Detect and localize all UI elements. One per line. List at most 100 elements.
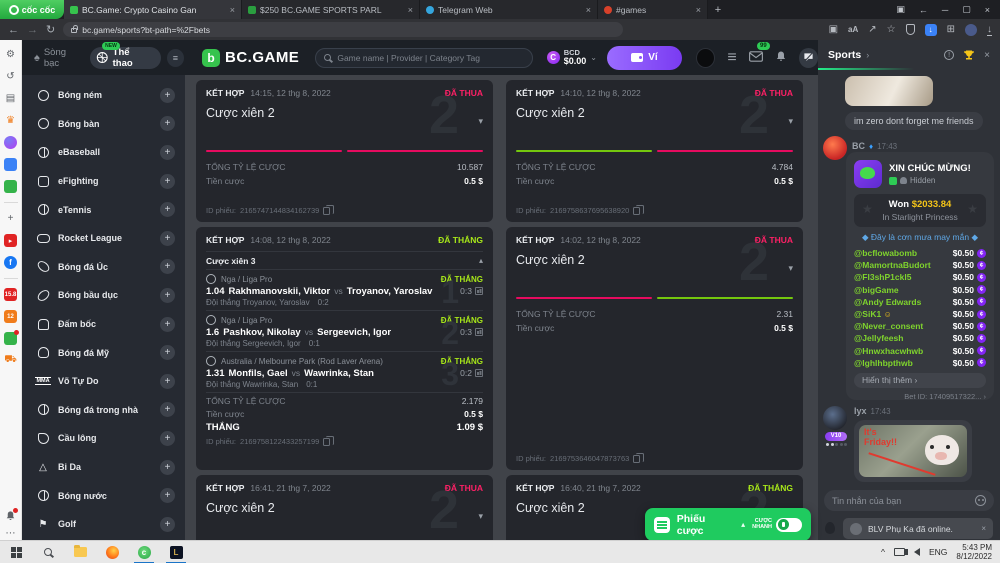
rain-feature-icon[interactable] xyxy=(825,522,835,534)
maximize-button[interactable]: ▢ xyxy=(962,4,971,14)
taskbar-search-icon[interactable] xyxy=(32,541,64,563)
expand-plus-icon[interactable]: + xyxy=(160,459,175,475)
close-chat-icon[interactable]: × xyxy=(984,49,990,61)
expand-plus-icon[interactable]: + xyxy=(160,144,175,160)
reload-icon[interactable]: ↻ xyxy=(46,24,56,36)
zalo-chat-icon[interactable] xyxy=(4,158,17,171)
search-input[interactable] xyxy=(337,52,524,63)
tray-expand-icon[interactable]: ^ xyxy=(880,547,885,557)
copy-icon[interactable] xyxy=(633,452,645,463)
expand-plus-icon[interactable]: + xyxy=(160,202,175,218)
crown-icon[interactable]: ♛ xyxy=(6,115,15,126)
url-field[interactable]: bc.game/sports?bt-path=%2Fbets xyxy=(63,22,624,37)
history-icon[interactable]: ↺ xyxy=(6,71,15,82)
expand-plus-icon[interactable]: + xyxy=(160,316,175,332)
quick-bet-toggle[interactable] xyxy=(776,517,802,532)
sidebar-item-aussie-rules[interactable]: Bóng đá Úc + xyxy=(22,253,185,282)
tab-bcgame[interactable]: BC.Game: Crypto Casino Gan × xyxy=(64,0,242,19)
sidebar-item-american-football[interactable]: Bóng đá Mỹ + xyxy=(22,338,185,367)
newsfeed-icon[interactable]: ▤ xyxy=(5,93,16,104)
trophy-icon[interactable] xyxy=(963,49,975,61)
expand-plus-icon[interactable]: + xyxy=(160,230,175,246)
sidebar-item-table-tennis[interactable]: Bóng bàn + xyxy=(22,110,185,139)
coccoc-logo[interactable]: cốc cốc xyxy=(0,0,64,19)
chat-room-title[interactable]: Sports xyxy=(828,49,862,61)
gamepad-icon[interactable] xyxy=(4,180,17,193)
copy-icon[interactable] xyxy=(633,204,645,215)
game-search[interactable] xyxy=(315,47,533,68)
close-window-button[interactable]: × xyxy=(984,4,990,15)
extensions-icon[interactable]: ⊞ xyxy=(946,24,955,35)
copy-icon[interactable] xyxy=(323,204,335,215)
notifications-bell-icon[interactable] xyxy=(4,508,18,522)
tab-close-icon[interactable]: × xyxy=(695,4,701,15)
minimize-button[interactable]: ─ xyxy=(941,4,949,15)
sidebar-item-handball[interactable]: Bóng ném + xyxy=(22,81,185,110)
cart-icon[interactable]: ⛟ xyxy=(4,354,17,365)
settings-gear-icon[interactable]: ⚙ xyxy=(6,49,15,60)
expand-caret-icon[interactable]: ▾ xyxy=(788,263,793,273)
downloads-tray-icon[interactable]: ↓ xyxy=(987,23,992,36)
avatar[interactable] xyxy=(823,406,847,430)
tab-close-icon[interactable]: × xyxy=(229,4,235,15)
clock[interactable]: 5:43 PM 8/12/2022 xyxy=(956,542,992,561)
stats-icon[interactable] xyxy=(475,328,483,336)
tab-telegram[interactable]: Telegram Web × xyxy=(420,0,598,19)
sidebar-item-futsal[interactable]: Bóng đá trong nhà + xyxy=(22,396,185,425)
tab-close-icon[interactable]: × xyxy=(585,4,591,15)
inbox-mail-icon[interactable]: 99 xyxy=(748,41,770,67)
network-icon[interactable] xyxy=(893,548,905,556)
expand-caret-icon[interactable]: ▾ xyxy=(478,116,483,126)
expand-plus-icon[interactable]: + xyxy=(160,402,175,418)
chevron-right-icon[interactable]: › xyxy=(866,50,870,60)
bell-icon[interactable] xyxy=(775,49,787,67)
list-icon[interactable]: ≡ xyxy=(727,48,737,66)
expand-plus-icon[interactable]: + xyxy=(160,116,175,132)
sidebar-item-golf[interactable]: ⚑ Golf + xyxy=(22,510,185,539)
sidebar-item-rugby[interactable]: Bóng bầu dục + xyxy=(22,281,185,310)
chat-image-message[interactable]: It's Friday!! xyxy=(854,420,972,482)
tab-games[interactable]: #games × xyxy=(598,0,708,19)
chat-input[interactable] xyxy=(832,495,975,506)
add-shortcut-icon[interactable]: + xyxy=(7,213,14,224)
sidebar-item-billiards[interactable]: △ Bi Da + xyxy=(22,453,185,482)
sidebar-item-mma[interactable]: MMA Võ Tự Do + xyxy=(22,367,185,396)
sidebar-item-etennis[interactable]: eTennis + xyxy=(22,195,185,224)
file-explorer-icon[interactable] xyxy=(64,541,96,563)
language-indicator[interactable]: ENG xyxy=(928,547,948,557)
copy-icon[interactable] xyxy=(323,435,335,446)
info-icon[interactable]: ! xyxy=(944,50,955,60)
chat-photo-message[interactable] xyxy=(845,76,933,106)
stats-icon[interactable] xyxy=(475,287,483,295)
expand-plus-icon[interactable]: + xyxy=(160,173,175,189)
more-options-icon[interactable]: ⋯ xyxy=(5,528,16,539)
sports-menu-icon[interactable]: ≡ xyxy=(166,48,184,67)
sidebar-item-waterpolo[interactable]: Bóng nước + xyxy=(22,481,185,510)
deal-badge-icon[interactable]: 12 xyxy=(4,310,17,323)
share-icon[interactable]: ↗ xyxy=(868,24,877,35)
expand-plus-icon[interactable]: + xyxy=(160,430,175,446)
firefox-icon[interactable] xyxy=(96,541,128,563)
chat-toggle-icon[interactable] xyxy=(798,47,818,68)
show-more-button[interactable]: Hiển thị thêm › xyxy=(854,372,986,388)
emoji-icon[interactable] xyxy=(975,495,986,506)
shopee-icon[interactable] xyxy=(4,330,19,345)
sidebar-item-efighting[interactable]: eFighting + xyxy=(22,167,185,196)
new-tab-button[interactable]: + xyxy=(714,3,722,16)
sidebar-item-rocket-league[interactable]: Rocket League + xyxy=(22,224,185,253)
user-avatar[interactable] xyxy=(696,47,716,68)
tab-close-icon[interactable]: × xyxy=(407,4,413,15)
sidebar-toggle-icon[interactable]: ← xyxy=(918,4,928,15)
youtube-icon[interactable]: ▸ xyxy=(4,234,17,247)
stats-icon[interactable] xyxy=(475,369,483,377)
nav-sports-active[interactable]: NEW Thể thao xyxy=(90,41,161,69)
expand-plus-icon[interactable]: + xyxy=(160,373,175,389)
nav-casino[interactable]: ♠ Sòng bạc xyxy=(34,46,67,69)
adblock-shield-icon[interactable] xyxy=(905,24,915,35)
coccoc-taskbar-icon[interactable]: c xyxy=(128,541,160,563)
profile-avatar[interactable] xyxy=(965,23,977,36)
sale-badge-icon[interactable]: 15.8 xyxy=(4,288,17,301)
wallet-button[interactable]: Ví xyxy=(606,45,683,70)
sidebar-item-badminton[interactable]: Cầu lông + xyxy=(22,424,185,453)
betslip-button[interactable]: Phiếu cược ▴ CƯỢC NHANH xyxy=(645,508,811,541)
